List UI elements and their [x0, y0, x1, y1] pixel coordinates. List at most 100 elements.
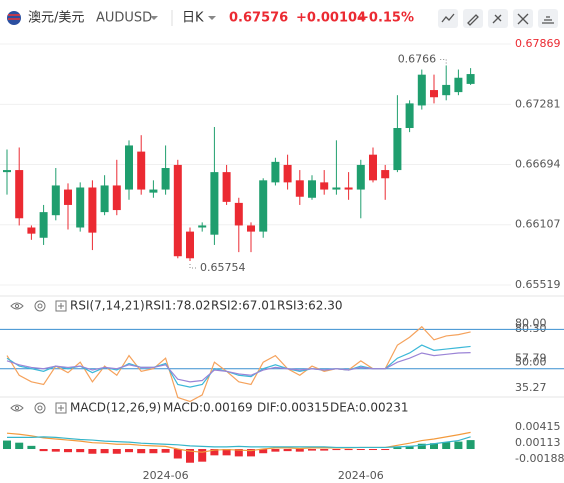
y-tick-label: 80.30 — [515, 322, 547, 335]
reference-label: 50.00 — [515, 356, 547, 369]
y-tick-label: 35.27 — [515, 381, 547, 394]
candle-body — [39, 212, 48, 238]
candle-body — [369, 154, 377, 181]
reference-label: 80.00 — [515, 316, 547, 329]
candle-body — [271, 161, 280, 183]
candle-body — [381, 170, 390, 179]
candle-body — [393, 128, 402, 171]
macd-bar — [247, 449, 255, 457]
macd-bar — [320, 449, 329, 451]
x-tick-label: 2024-06 — [338, 469, 384, 482]
y-tick-label: 0.67281 — [515, 97, 561, 110]
macd-bar — [332, 449, 341, 451]
flag-icon — [7, 11, 21, 25]
candle-body — [64, 189, 72, 205]
macd-bar — [393, 447, 402, 450]
macd-bar — [27, 445, 36, 450]
candle-body — [186, 231, 194, 259]
candle-body — [27, 227, 36, 234]
candle-body — [51, 185, 60, 216]
candle-body — [332, 187, 341, 190]
period[interactable]: 日K — [182, 11, 204, 26]
macd-bar — [417, 443, 426, 450]
macd-bar — [405, 445, 414, 450]
macd-bar — [173, 449, 182, 459]
symbol[interactable]: AUDUSD — [96, 11, 152, 26]
macd-title: MACD(12,26,9) — [70, 401, 161, 415]
candle-body — [295, 180, 304, 197]
candle-body — [88, 187, 97, 233]
tool-button[interactable] — [538, 9, 558, 28]
candle-body — [100, 185, 109, 213]
candle-body — [112, 185, 121, 211]
panel-icons — [10, 300, 67, 414]
flag-stripes — [8, 14, 20, 20]
candle-body — [76, 187, 85, 228]
annotation-leader — [189, 263, 198, 269]
dropdown-arrow — [208, 16, 216, 20]
annotation-leader — [438, 58, 447, 64]
candle-body — [417, 74, 426, 106]
candle-body — [405, 103, 414, 129]
macd-bar — [64, 449, 72, 453]
legend-entry: RSI3:62.30 — [277, 299, 343, 313]
candle-body — [15, 170, 24, 219]
candle-body — [210, 172, 219, 235]
macd-bar — [466, 440, 475, 450]
macd-bar — [344, 449, 353, 451]
low-annotation: 0.65754 — [200, 261, 246, 274]
legend-entry: DEA:0.00231 — [330, 401, 409, 415]
macd-bar — [430, 443, 438, 450]
macd-bar — [137, 449, 146, 454]
y-tick-label: 0.66694 — [515, 158, 561, 171]
candle-body — [356, 164, 365, 190]
pair-name: 澳元/美元 — [28, 10, 84, 26]
macd-bar — [112, 449, 121, 454]
x-tick-label: 2024-06 — [143, 469, 189, 482]
macd-bar — [198, 449, 207, 462]
macd-bar — [454, 441, 463, 450]
y-tick-label: 57.79 — [515, 352, 547, 365]
legend-entry: RSI2:67.01 — [211, 299, 277, 313]
last-price: 0.67576 — [229, 11, 288, 26]
series-line — [7, 436, 471, 449]
macd-bar — [295, 449, 304, 452]
candle-body — [259, 180, 268, 232]
candle-body — [320, 182, 329, 190]
legend-entry: RSI1:78.02 — [145, 299, 211, 313]
y-tick-label: 0.67869 — [515, 37, 561, 50]
macd-bar — [381, 449, 390, 451]
candle-body — [137, 151, 146, 190]
macd-bar — [186, 449, 194, 463]
macd-bar — [125, 449, 133, 453]
macd-bar — [39, 449, 48, 452]
candle-body — [430, 90, 438, 98]
candle-body — [454, 77, 463, 93]
dropdown-arrow — [150, 16, 158, 20]
macd-bar — [76, 449, 85, 453]
candle-body — [344, 187, 353, 190]
candle-body — [173, 164, 182, 257]
candle-body — [466, 74, 475, 84]
macd-bar — [88, 449, 97, 454]
macd-bar — [259, 449, 268, 454]
macd-bar — [308, 449, 316, 451]
candle-body — [3, 170, 11, 173]
price-change-pct: +0.15% — [358, 11, 414, 26]
candle-body — [222, 172, 231, 202]
macd-bar — [283, 449, 292, 452]
candle-body — [247, 225, 255, 232]
y-tick-label: -0.00188 — [515, 452, 564, 465]
legend-entry: DIF:0.00315 — [257, 401, 329, 415]
macd-bar — [271, 449, 280, 452]
candle-body — [283, 164, 292, 183]
macd-bar — [15, 442, 24, 450]
macd-bar — [234, 449, 243, 457]
tool-icons — [441, 13, 554, 26]
y-tick-label: 0.00113 — [515, 436, 561, 449]
macd-bar — [161, 449, 170, 453]
candle-body — [198, 225, 207, 228]
rsi-title: RSI(7,14,21) — [70, 299, 145, 313]
macd-bar — [442, 442, 451, 450]
candle-body — [125, 145, 133, 190]
